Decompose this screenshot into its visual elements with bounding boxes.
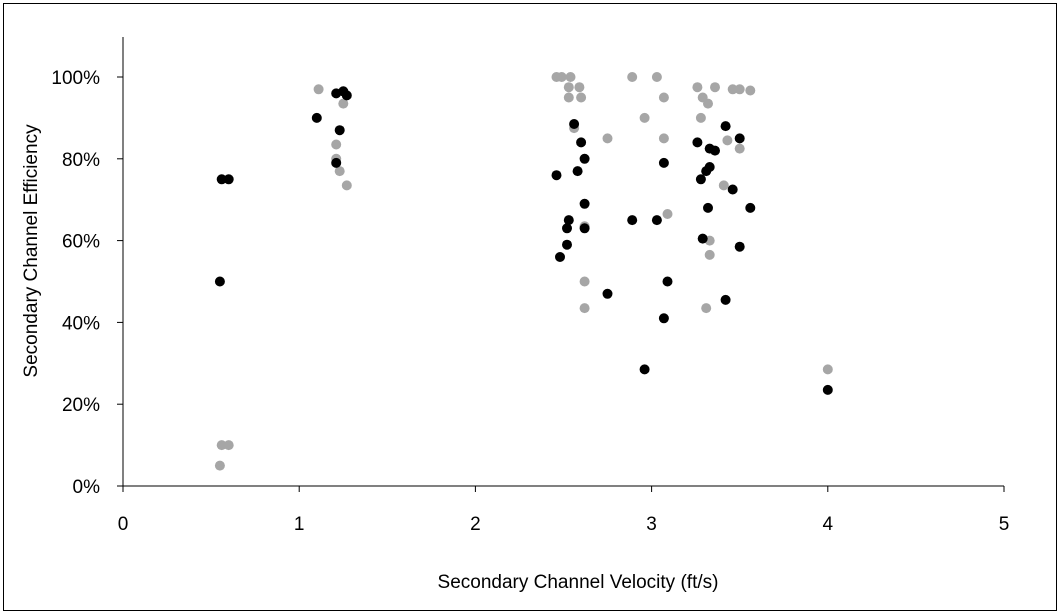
data-point-black bbox=[734, 241, 745, 252]
tick-labels: 0 1 2 3 4 5 0% 20% 40% 60% 80% 100% bbox=[51, 68, 1009, 535]
x-tick-label: 5 bbox=[999, 514, 1010, 535]
data-point-black bbox=[579, 198, 590, 209]
data-point-gray bbox=[722, 135, 733, 146]
data-point-gray bbox=[695, 112, 706, 123]
data-point-gray bbox=[718, 180, 729, 191]
data-point-black bbox=[727, 184, 738, 195]
data-point-black bbox=[551, 170, 562, 181]
data-point-gray bbox=[727, 84, 738, 95]
y-tick-label: 20% bbox=[62, 395, 100, 416]
data-point-gray bbox=[563, 92, 574, 103]
data-point-black bbox=[720, 121, 731, 132]
data-point-black bbox=[341, 90, 352, 101]
data-point-black bbox=[331, 157, 342, 168]
data-point-black bbox=[710, 145, 720, 156]
data-point-black bbox=[572, 166, 583, 177]
data-point-gray bbox=[216, 440, 227, 451]
data-point-black bbox=[627, 215, 638, 226]
data-point-gray bbox=[338, 98, 349, 109]
data-point-black bbox=[658, 313, 669, 324]
x-tick-label: 0 bbox=[118, 514, 129, 535]
data-point-black bbox=[555, 252, 565, 262]
data-point-gray bbox=[734, 84, 745, 95]
data-point-gray bbox=[710, 82, 720, 93]
data-point-black bbox=[704, 162, 715, 172]
y-tick-label: 40% bbox=[62, 313, 100, 334]
data-point-black bbox=[695, 174, 706, 185]
data-point-gray bbox=[223, 440, 234, 451]
data-point-gray bbox=[556, 72, 567, 82]
data-point-black bbox=[579, 153, 590, 164]
data-points bbox=[214, 72, 833, 471]
data-point-gray bbox=[745, 85, 756, 96]
x-tick-label: 4 bbox=[823, 514, 834, 535]
data-point-gray bbox=[579, 303, 590, 314]
data-point-black bbox=[651, 215, 662, 226]
data-point-black bbox=[734, 133, 745, 144]
ticks bbox=[117, 76, 1005, 492]
data-point-black bbox=[662, 276, 673, 287]
data-point-black bbox=[223, 174, 234, 185]
y-axis-title: Secondary Channel Efficiency bbox=[21, 124, 42, 378]
data-point-gray bbox=[692, 82, 703, 93]
x-tick-label: 3 bbox=[646, 514, 657, 535]
data-point-gray bbox=[579, 276, 590, 287]
y-tick-label: 60% bbox=[62, 232, 100, 253]
data-point-gray bbox=[734, 143, 745, 154]
data-point-gray bbox=[602, 133, 613, 144]
data-point-gray bbox=[627, 72, 638, 82]
data-point-gray bbox=[565, 72, 576, 82]
data-point-gray bbox=[576, 92, 587, 103]
data-point-black bbox=[822, 384, 833, 395]
data-point-black bbox=[334, 125, 345, 136]
x-tick-label: 2 bbox=[470, 514, 481, 535]
data-point-gray bbox=[334, 166, 345, 177]
data-point-black bbox=[692, 137, 703, 148]
data-point-gray bbox=[703, 98, 713, 109]
x-axis-title: Secondary Channel Velocity (ft/s) bbox=[438, 572, 719, 593]
y-tick-label: 0% bbox=[73, 477, 101, 498]
data-point-black bbox=[703, 202, 713, 213]
data-point-black bbox=[214, 276, 225, 287]
data-point-gray bbox=[574, 82, 585, 93]
data-point-gray bbox=[658, 133, 669, 144]
data-point-black bbox=[658, 157, 669, 168]
data-point-gray bbox=[658, 92, 669, 103]
data-point-black bbox=[579, 223, 590, 234]
data-point-black bbox=[576, 137, 587, 148]
data-point-black bbox=[720, 294, 731, 305]
y-tick-label: 80% bbox=[62, 150, 100, 171]
data-point-black bbox=[745, 202, 756, 213]
data-point-gray bbox=[822, 364, 833, 375]
data-point-gray bbox=[341, 180, 352, 191]
data-point-gray bbox=[651, 72, 662, 82]
data-point-gray bbox=[563, 82, 574, 93]
data-point-gray bbox=[313, 84, 324, 95]
data-point-gray bbox=[331, 139, 342, 150]
data-point-black bbox=[562, 239, 572, 250]
data-point-black bbox=[602, 288, 613, 299]
data-point-black bbox=[569, 119, 580, 129]
chart-frame bbox=[3, 3, 1057, 611]
data-point-black bbox=[563, 215, 574, 226]
data-point-gray bbox=[639, 112, 650, 123]
data-point-gray bbox=[662, 209, 673, 219]
data-point-black bbox=[562, 223, 572, 234]
data-point-gray bbox=[704, 249, 715, 260]
data-point-gray bbox=[701, 303, 712, 314]
data-point-black bbox=[311, 112, 322, 123]
data-point-gray bbox=[214, 460, 225, 471]
x-tick-label: 1 bbox=[294, 514, 305, 535]
axes bbox=[122, 37, 1004, 487]
data-point-black bbox=[216, 174, 227, 185]
y-tick-label: 100% bbox=[51, 68, 100, 89]
data-point-black bbox=[697, 233, 708, 244]
data-point-black bbox=[639, 364, 650, 375]
